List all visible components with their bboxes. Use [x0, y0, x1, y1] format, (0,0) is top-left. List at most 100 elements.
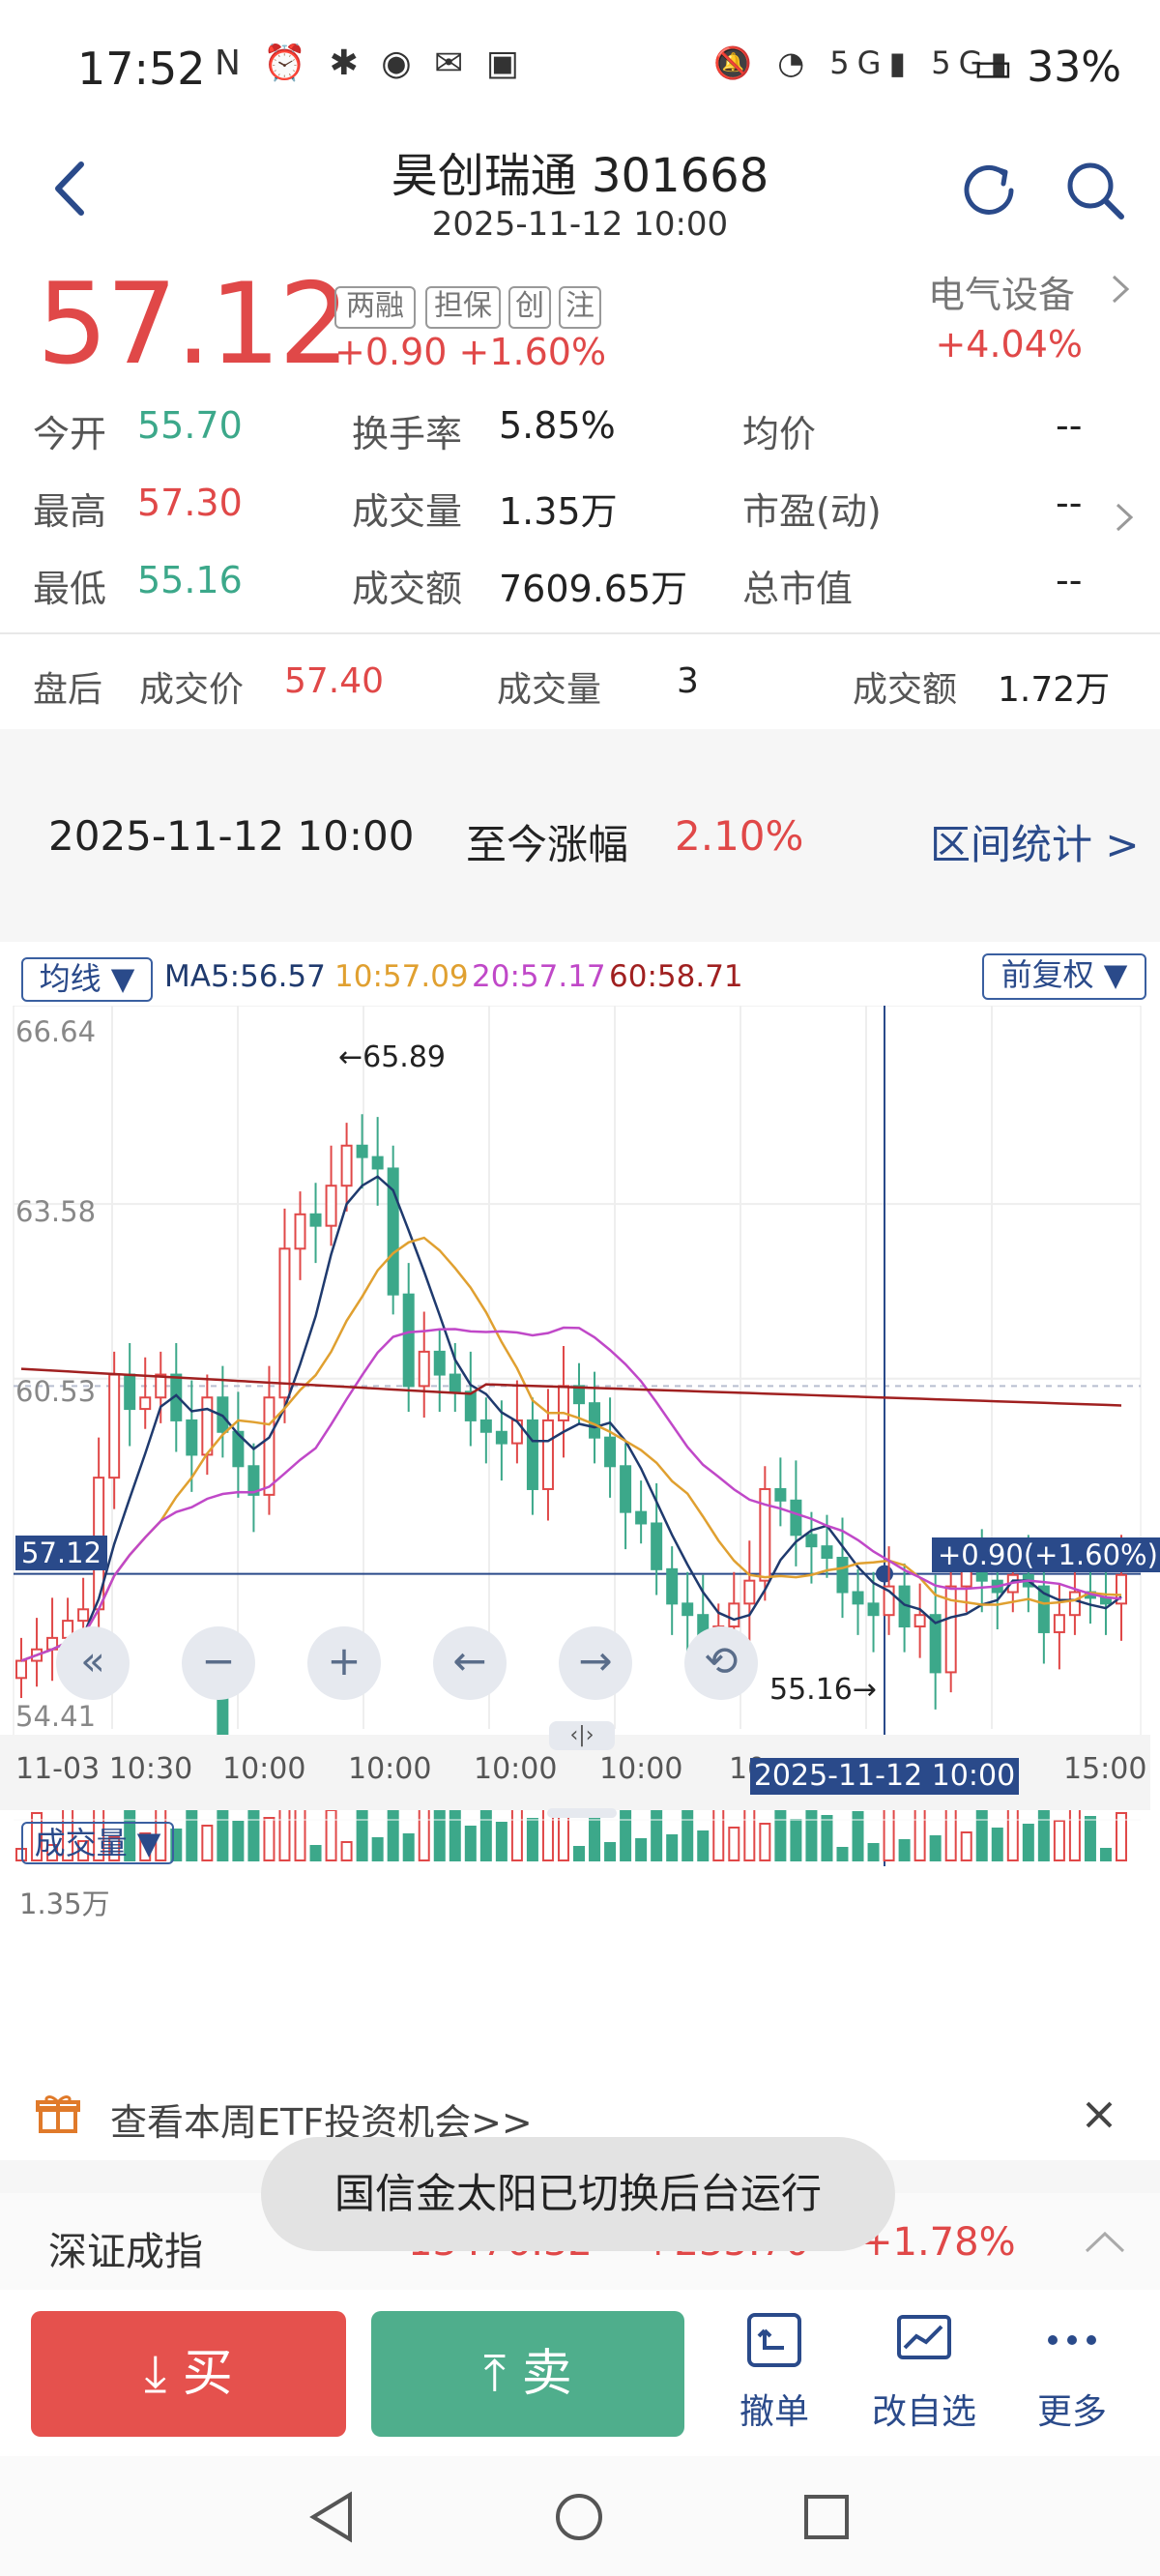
volume-bar: [914, 1803, 926, 1861]
chevron-up-icon[interactable]: [1083, 2230, 1127, 2255]
ma10-value: 10:57.09: [334, 959, 469, 994]
stats-chevron-icon[interactable]: [1114, 501, 1135, 534]
index-pct: +1.78%: [860, 2220, 1016, 2265]
search-icon[interactable]: [1061, 157, 1129, 224]
buy-button[interactable]: ⤓ 买: [31, 2311, 346, 2437]
volume-max-label: 1.35万: [19, 1888, 110, 1920]
sector-name[interactable]: 电气设备: [927, 274, 1075, 316]
crosshair-date-flag: 2025-11-12 10:00: [750, 1758, 1019, 1795]
zoom-out-button[interactable]: −: [182, 1626, 255, 1700]
x-tick-4: 10:00: [599, 1752, 683, 1786]
y-label-bottom: 54.41: [15, 1700, 97, 1733]
close-icon[interactable]: [1085, 2100, 1114, 2129]
ma60-value: 60:58.71: [609, 959, 743, 994]
y-label-2: 63.58: [15, 1195, 97, 1228]
fast-back-button[interactable]: «: [56, 1626, 130, 1700]
candle-body: [77, 1608, 90, 1623]
nav-recents-icon[interactable]: [802, 2493, 851, 2541]
pe-label: 市盈(动): [742, 490, 882, 533]
volume-bar: [31, 1812, 44, 1861]
x-tick-1: 10:00: [222, 1752, 306, 1786]
etf-banner-text: 查看本周ETF投资机会>>: [110, 2101, 533, 2144]
sell-button[interactable]: ⤒ 卖: [371, 2311, 684, 2437]
cancel-order-button[interactable]: 撤单: [721, 2309, 827, 2434]
sell-arrow-icon: ⤒: [483, 2345, 522, 2403]
volume-bar: [402, 1833, 415, 1861]
tag-margin: 两融: [334, 286, 416, 329]
candle-body: [604, 1436, 617, 1468]
chevron-right-icon[interactable]: [1110, 273, 1131, 306]
volume-bar: [929, 1835, 942, 1861]
high-value: 57.30: [137, 482, 243, 524]
candle-body: [805, 1534, 818, 1548]
volume-bar: [325, 1809, 337, 1861]
after-hours-amount: 1.72万: [998, 670, 1111, 710]
range-stats-link[interactable]: 区间统计 >: [930, 821, 1140, 868]
refresh-icon[interactable]: [955, 157, 1023, 224]
avg-label: 均价: [742, 413, 817, 455]
divider: [0, 632, 1160, 634]
candle-body: [15, 1659, 27, 1680]
volume-mode-dropdown[interactable]: 成交量 ▼: [21, 1822, 174, 1864]
candle-body: [371, 1156, 384, 1170]
low-value: 55.16: [137, 559, 243, 601]
x-tick-2: 10:00: [348, 1752, 432, 1786]
candle-body: [774, 1487, 787, 1502]
zoom-in-button[interactable]: +: [307, 1626, 381, 1700]
adjust-dropdown[interactable]: 前复权 ▼: [982, 953, 1146, 1000]
candle-body: [340, 1144, 353, 1187]
toast-message: 国信金太阳已切换后台运行: [261, 2137, 895, 2251]
volume-bar: [666, 1834, 679, 1861]
candle-body: [541, 1419, 554, 1490]
battery-indicator: ▭ 33%: [972, 43, 1121, 92]
volume-bar: [573, 1846, 586, 1861]
back-icon[interactable]: [43, 155, 97, 222]
volume-bar: [495, 1822, 508, 1861]
range-pct: 2.10%: [675, 812, 804, 860]
candle-body: [479, 1419, 492, 1433]
scroll-left-button[interactable]: ←: [433, 1626, 507, 1700]
ma60-line: [20, 1367, 1122, 1407]
candle-body: [867, 1602, 880, 1617]
candle-body: [433, 1350, 446, 1376]
volume-bar: [170, 1829, 183, 1861]
candle-body: [495, 1430, 508, 1445]
candle-body: [620, 1465, 632, 1513]
scroll-right-button[interactable]: →: [559, 1626, 632, 1700]
volume-bar: [201, 1825, 214, 1861]
volume-bar: [697, 1830, 710, 1861]
page-title: 昊创瑞通 301668: [391, 149, 769, 203]
watchlist-chart-icon: [897, 2315, 951, 2359]
ma-mode-dropdown[interactable]: 均线 ▼: [21, 957, 153, 1002]
divider-handle[interactable]: [547, 1808, 617, 1818]
status-time: 17:52: [77, 43, 206, 95]
ma20-line: [20, 1326, 1122, 1662]
candle-body: [651, 1522, 663, 1570]
volume-bar: [991, 1828, 1003, 1861]
y-label-top: 66.64: [15, 1015, 97, 1048]
volume-bar: [821, 1815, 833, 1861]
volume-label: 成交量: [352, 490, 463, 533]
volume-bar: [604, 1842, 617, 1861]
candle-body: [464, 1390, 477, 1421]
drag-handle-icon[interactable]: ‹|›: [549, 1721, 615, 1750]
edit-watchlist-button[interactable]: 改自选: [868, 2309, 980, 2434]
after-hours-volume: 3: [677, 661, 699, 701]
volume-bar: [557, 1814, 569, 1861]
nav-home-icon[interactable]: [553, 2491, 605, 2543]
candle-body: [759, 1487, 771, 1582]
volume-bar: [883, 1807, 895, 1861]
after-hours-volume-label: 成交量: [497, 670, 602, 710]
nav-back-icon[interactable]: [307, 2491, 356, 2543]
rotate-screen-button[interactable]: ⟲: [684, 1626, 758, 1700]
volume-bar: [108, 1836, 121, 1861]
volume-bar: [898, 1839, 911, 1861]
volume-bar: [1053, 1820, 1065, 1861]
gift-icon: [36, 2095, 80, 2133]
volume-bar: [387, 1801, 399, 1861]
candle-body: [108, 1373, 121, 1479]
turnover-value: 5.85%: [499, 404, 616, 447]
candle-body: [309, 1213, 322, 1227]
volume-bar: [139, 1832, 152, 1861]
more-button[interactable]: 更多: [1019, 2309, 1125, 2434]
